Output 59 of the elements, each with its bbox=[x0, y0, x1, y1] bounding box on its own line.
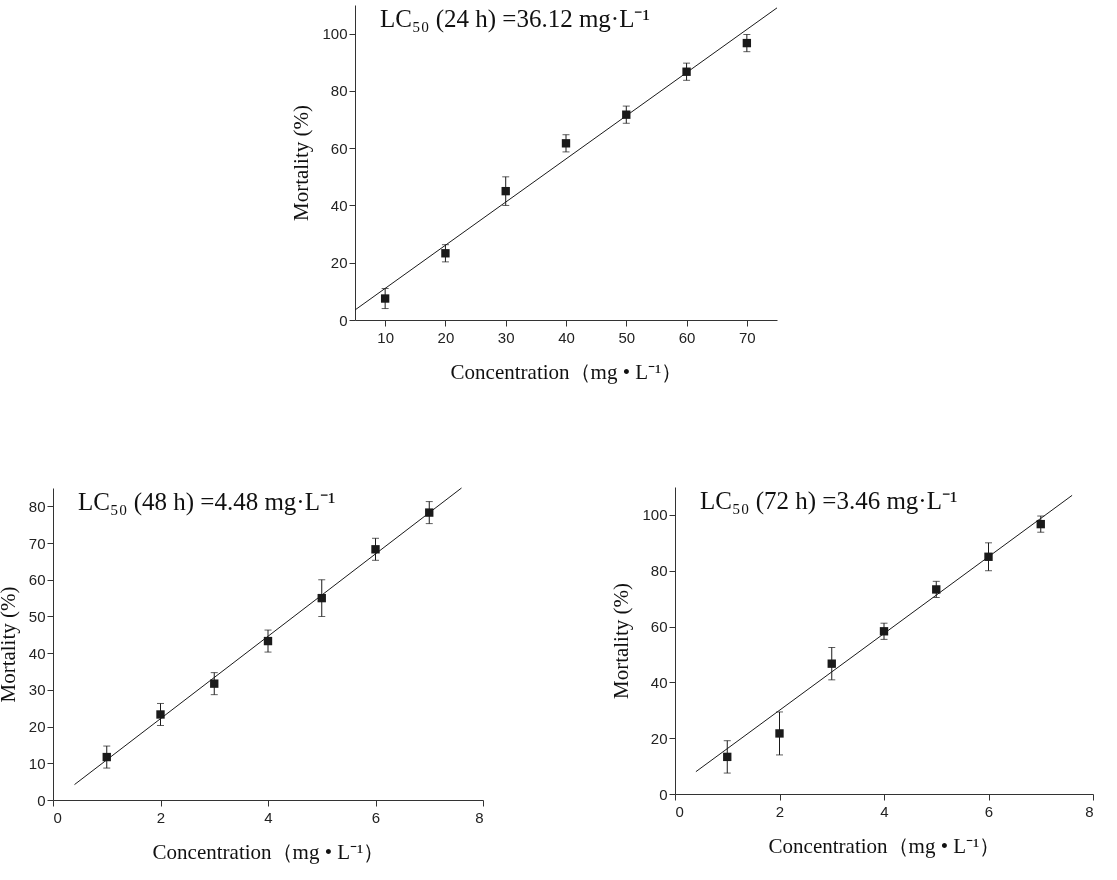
y-axis-title: Mortality (%) bbox=[289, 104, 314, 222]
point bbox=[742, 38, 752, 48]
point bbox=[210, 679, 219, 688]
y-axis-title: Mortality (%) bbox=[609, 582, 634, 700]
point bbox=[723, 752, 732, 762]
point bbox=[380, 294, 390, 303]
y-tick-label: 40 bbox=[28, 644, 46, 662]
x-tick-label: 10 bbox=[377, 328, 394, 346]
point bbox=[156, 710, 165, 719]
y-tick-label: 100 bbox=[322, 25, 348, 43]
y-tick-label: 20 bbox=[330, 254, 348, 272]
x-tick-label: 60 bbox=[678, 328, 696, 346]
x-tick-label: 30 bbox=[497, 328, 515, 346]
x-tick-label: 4 bbox=[264, 808, 273, 826]
x-tick-label: 0 bbox=[53, 808, 62, 826]
x-axis-title: Concentration（mg • L⁻¹） bbox=[152, 839, 385, 864]
y-tick-label: 20 bbox=[650, 729, 668, 747]
y-tick-label: 20 bbox=[28, 718, 46, 736]
x-axis-title: Concentration（mg • L⁻¹） bbox=[450, 359, 683, 384]
x-tick-label: 2 bbox=[156, 808, 166, 826]
x-tick-label: 8 bbox=[475, 808, 484, 826]
x-tick-label: 6 bbox=[984, 802, 994, 820]
x-tick-label: 70 bbox=[739, 328, 756, 346]
point bbox=[561, 139, 571, 148]
point bbox=[371, 545, 380, 554]
x-tick-label: 8 bbox=[1085, 802, 1094, 820]
y-tick-label: 70 bbox=[28, 534, 46, 552]
point bbox=[932, 585, 941, 594]
y-tick-label: 50 bbox=[28, 607, 46, 625]
point bbox=[775, 729, 784, 738]
y-tick-label: 40 bbox=[650, 673, 668, 691]
x-tick-label: 4 bbox=[880, 802, 889, 820]
annotation: LC₅₀ (24 h) =36.12 mg·L⁻¹ bbox=[380, 5, 650, 33]
x-tick-label: 50 bbox=[618, 328, 636, 346]
y-tick-label: 80 bbox=[28, 497, 46, 515]
y-tick-label: 0 bbox=[37, 791, 46, 809]
x-axis-title: Concentration（mg • L⁻¹） bbox=[768, 833, 1001, 858]
x-tick-label: 2 bbox=[775, 802, 785, 820]
point bbox=[501, 186, 510, 196]
y-tick-label: 40 bbox=[330, 196, 348, 214]
point bbox=[827, 659, 836, 668]
y-tick-label: 0 bbox=[659, 785, 668, 803]
x-tick-label: 6 bbox=[371, 808, 381, 826]
annotation: LC₅₀ (48 h) =4.48 mg·L⁻¹ bbox=[78, 488, 336, 516]
y-tick-label: 30 bbox=[28, 681, 46, 699]
x-tick-label: 40 bbox=[558, 328, 575, 346]
x-tick-label: 0 bbox=[675, 802, 684, 820]
y-tick-label: 80 bbox=[330, 82, 348, 100]
y-tick-label: 60 bbox=[28, 571, 46, 589]
y-tick-label: 10 bbox=[28, 754, 46, 772]
y-tick-label: 100 bbox=[642, 506, 668, 524]
y-tick-label: 60 bbox=[330, 139, 348, 157]
y-tick-label: 80 bbox=[650, 562, 668, 580]
y-tick-label: 60 bbox=[650, 618, 668, 636]
y-tick-label: 0 bbox=[339, 311, 348, 329]
point bbox=[441, 249, 450, 258]
annotation: LC₅₀ (72 h) =3.46 mg·L⁻¹ bbox=[700, 487, 958, 515]
x-tick-label: 20 bbox=[437, 328, 455, 346]
y-axis-title: Mortality (%) bbox=[0, 586, 20, 703]
